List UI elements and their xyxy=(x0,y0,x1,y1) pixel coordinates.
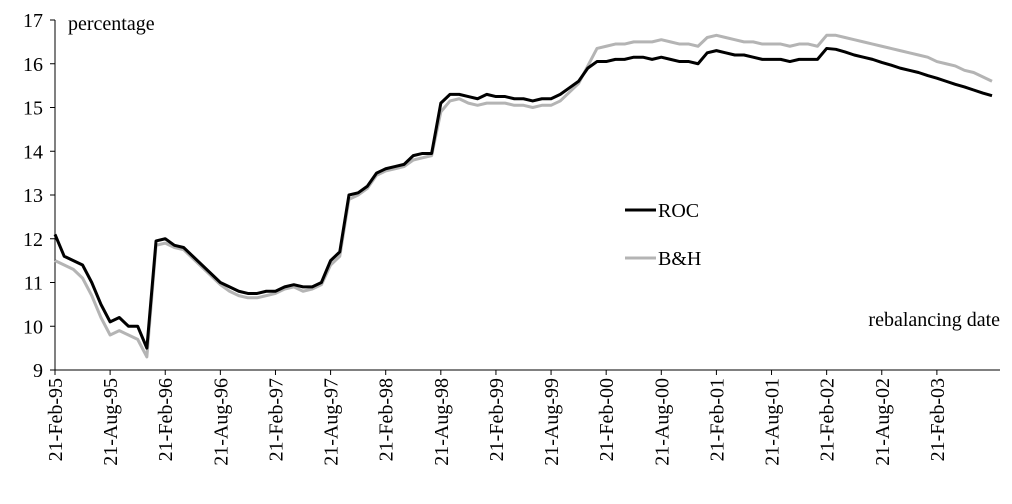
x-tick-label: 21-Aug-01 xyxy=(762,378,784,466)
x-tick-label: 21-Aug-00 xyxy=(651,378,673,466)
x-tick-label: 21-Feb-97 xyxy=(265,378,287,461)
x-tick-label: 21-Feb-00 xyxy=(596,378,618,461)
y-tick-label: 11 xyxy=(24,273,43,295)
y-tick-label: 16 xyxy=(23,54,43,76)
y-tick-label: 15 xyxy=(23,98,43,120)
x-tick-label: 21-Feb-95 xyxy=(45,378,67,461)
x-tick-label: 21-Aug-97 xyxy=(321,378,343,466)
x-tick-label: 21-Feb-03 xyxy=(927,378,949,461)
series-line xyxy=(54,33,993,359)
series-line xyxy=(53,46,993,350)
x-tick-label: 21-Feb-02 xyxy=(817,378,839,461)
x-tick-label: 21-Feb-98 xyxy=(376,378,398,461)
y-tick-label: 12 xyxy=(23,229,43,251)
y-tick-label: 17 xyxy=(23,10,43,32)
x-tick-label: 21-Aug-99 xyxy=(541,378,563,466)
x-tick-label: 21-Feb-96 xyxy=(155,378,177,461)
y-tick-label: 13 xyxy=(23,185,43,207)
x-tick-label: 21-Aug-98 xyxy=(431,378,453,466)
x-tick-label: 21-Feb-99 xyxy=(486,378,508,461)
y-tick-label: 10 xyxy=(23,316,43,338)
y-axis-annotation: percentage xyxy=(68,13,155,35)
x-tick-label: 21-Aug-95 xyxy=(100,378,122,466)
x-tick-label: 21-Aug-96 xyxy=(210,378,232,466)
x-axis-annotation: rebalancing date xyxy=(868,309,1000,331)
legend-label: B&H xyxy=(658,248,701,270)
x-tick-label: 21-Aug-02 xyxy=(872,378,894,466)
legend-label: ROC xyxy=(658,200,699,222)
y-tick-label: 9 xyxy=(33,360,43,382)
x-tick-label: 21-Feb-01 xyxy=(706,378,728,461)
y-tick-label: 14 xyxy=(23,141,43,163)
